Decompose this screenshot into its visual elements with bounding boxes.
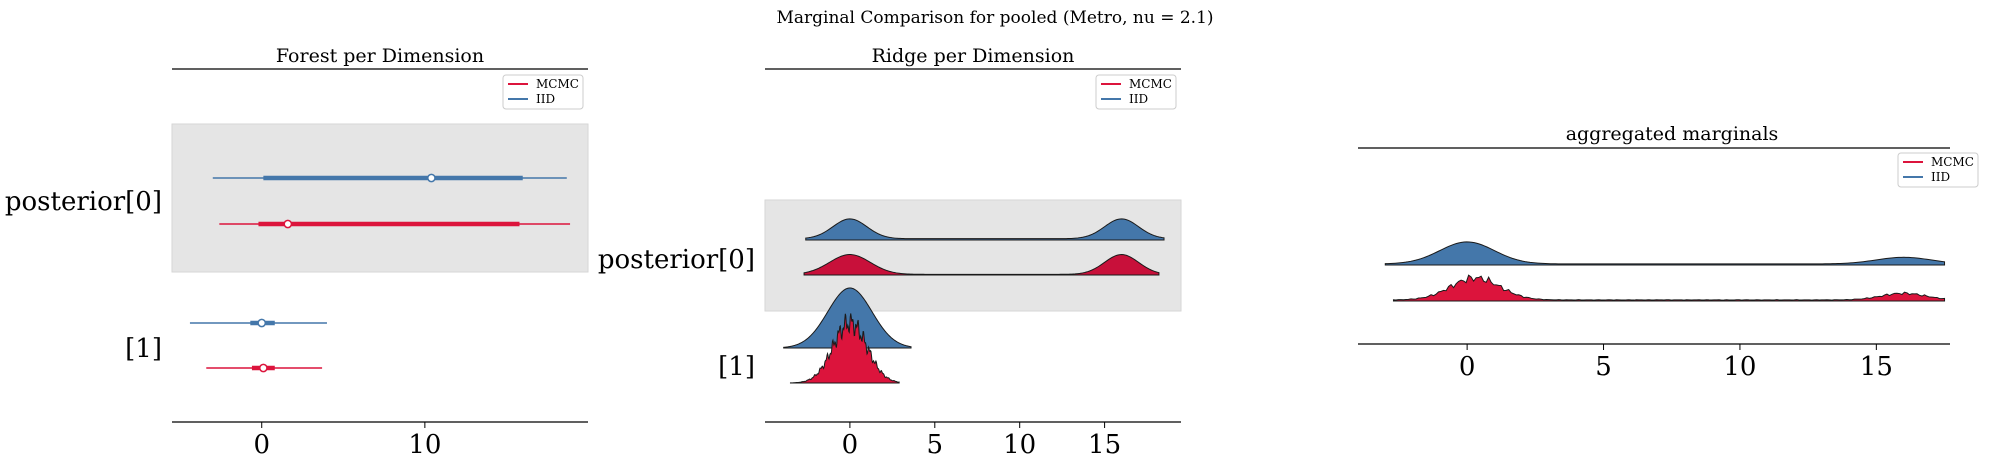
forest-ylabel-0: posterior[0] bbox=[5, 187, 162, 217]
ridge-ylabel-0: posterior[0] bbox=[598, 245, 755, 275]
forest-median-2 bbox=[257, 318, 267, 328]
aggregated-xtick-label-2: 10 bbox=[1723, 352, 1756, 382]
ridge-xtick-label-0: 0 bbox=[842, 430, 859, 460]
ridge-density-2 bbox=[783, 287, 912, 349]
ridge-title: Ridge per Dimension bbox=[872, 45, 1075, 67]
forest-legend-iid: IID bbox=[536, 92, 555, 106]
ridge-xtick-label-1: 5 bbox=[927, 430, 944, 460]
ridge-density-0 bbox=[805, 218, 1165, 241]
aggregated-density-1 bbox=[1392, 274, 1946, 302]
ridge-density-1 bbox=[803, 254, 1160, 276]
posterior0-band bbox=[764, 199, 1182, 312]
forest-ylabel-1: [1] bbox=[125, 334, 162, 364]
ridge-density-3 bbox=[789, 313, 900, 384]
forest-median-1 bbox=[283, 219, 293, 229]
ridge-legend-iid: IID bbox=[1129, 92, 1148, 106]
forest-title: Forest per Dimension bbox=[276, 45, 484, 67]
forest-legend: MCMC IID bbox=[502, 74, 584, 110]
figure-suptitle: Marginal Comparison for pooled (Metro, n… bbox=[776, 8, 1213, 28]
forest-legend-mcmc: MCMC bbox=[536, 77, 579, 91]
forest-panel: Forest per Dimension posterior[0] [1] MC… bbox=[5, 45, 589, 460]
forest-xtick-label-1: 10 bbox=[408, 430, 441, 460]
aggregated-legend-iid: IID bbox=[1931, 170, 1950, 184]
ridge-ylabel-1: [1] bbox=[718, 352, 755, 382]
aggregated-legend-mcmc: MCMC bbox=[1931, 155, 1974, 169]
forest-median-3 bbox=[259, 363, 268, 373]
aggregated-xtick-label-0: 0 bbox=[1459, 352, 1476, 382]
ridge-xtick-label-2: 10 bbox=[1003, 430, 1036, 460]
ridge-legend: MCMC IID bbox=[1095, 74, 1177, 110]
posterior0-band bbox=[171, 123, 589, 273]
ridge-legend-mcmc: MCMC bbox=[1129, 77, 1172, 91]
aggregated-density-0 bbox=[1384, 241, 1946, 266]
ridge-panel: Ridge per Dimension posterior[0] [1] MCM… bbox=[598, 45, 1182, 460]
ridge-xtick-label-3: 15 bbox=[1088, 430, 1121, 460]
aggregated-title: aggregated marginals bbox=[1566, 123, 1779, 145]
aggregated-xtick-label-3: 15 bbox=[1860, 352, 1893, 382]
aggregated-xtick-label-1: 5 bbox=[1595, 352, 1612, 382]
forest-xtick-label-0: 0 bbox=[253, 430, 270, 460]
aggregated-panel: aggregated marginals MCMC IID 0 5 10 15 bbox=[1358, 123, 1979, 382]
forest-median-0 bbox=[427, 173, 436, 183]
aggregated-legend: MCMC IID bbox=[1897, 152, 1979, 188]
